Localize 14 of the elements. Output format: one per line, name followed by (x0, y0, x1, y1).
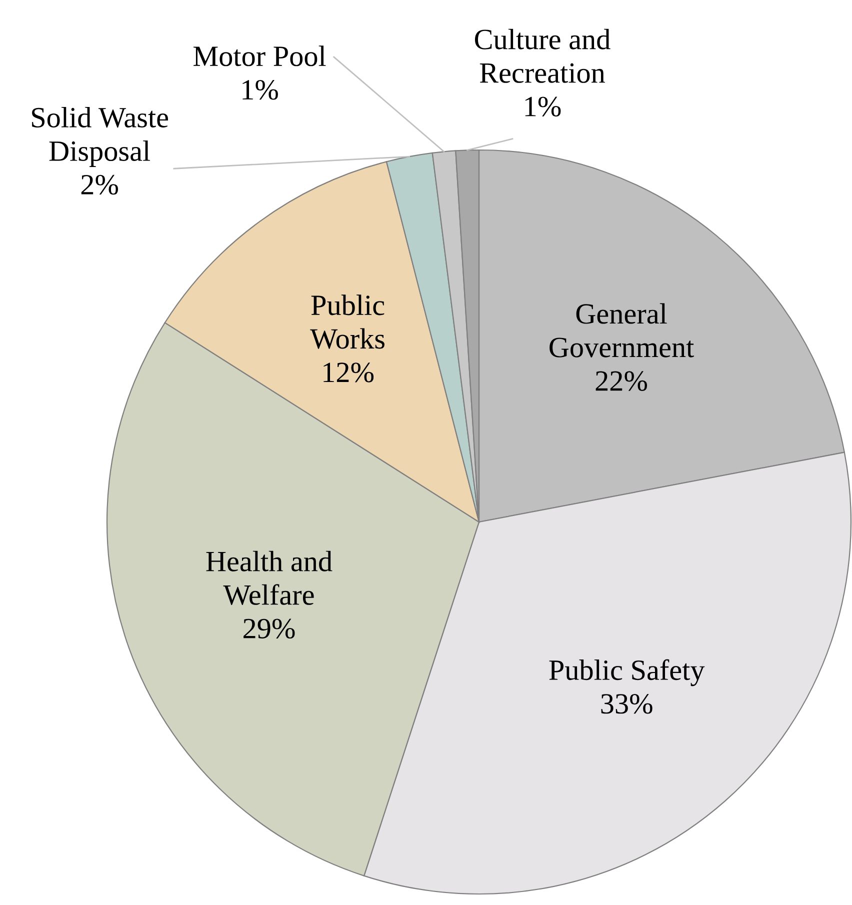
slice-label: Culture and Recreation (474, 28, 610, 83)
data-label: 29% (244, 618, 295, 639)
slice-label: Solid Waste Disposal (32, 106, 168, 167)
data-label: 22% (596, 371, 648, 391)
data-label: 12% (324, 362, 374, 382)
data-label: 1% (242, 80, 278, 100)
slice-label: Public Safety (549, 659, 705, 686)
data-label: 2% (81, 174, 118, 195)
data-label: 33% (601, 694, 652, 714)
slice-label: Motor Pool (194, 46, 326, 66)
data-label: 1% (525, 96, 561, 117)
slice-label: Health and Welfare (206, 550, 332, 606)
slice-label: Public Works (310, 294, 384, 349)
slice-label: General Government (550, 303, 694, 358)
